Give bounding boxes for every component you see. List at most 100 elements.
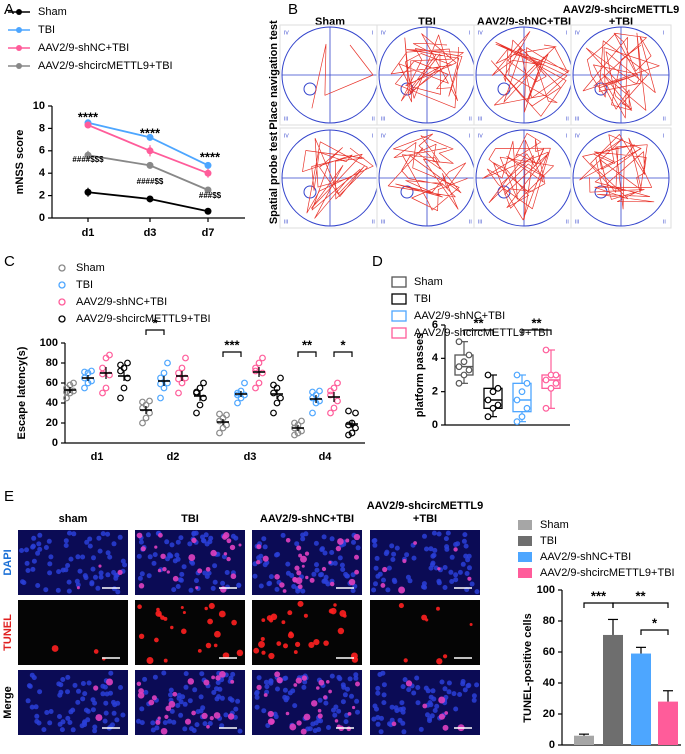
data-point [542,404,550,412]
tunel-cell [301,564,305,568]
nucleus [418,726,424,732]
nucleus [217,686,223,692]
data-point [259,369,266,377]
tunel-cell [138,583,145,589]
nucleus [138,539,144,545]
x-tick-label: d7 [202,227,215,239]
quadrant-label: IV [478,30,483,36]
data-point [298,417,305,425]
nucleus [202,721,208,727]
nucleus [381,682,387,688]
nucleus [151,560,157,566]
tunel-cell [201,712,208,720]
nucleus [460,681,466,687]
nucleus [198,694,204,700]
nucleus [442,585,448,590]
tunel-cell [106,678,113,686]
tunel-cell [348,578,356,586]
nucleus [390,557,396,562]
data-point [455,363,463,371]
nucleus [339,562,345,568]
nucleus [215,680,221,686]
y-tick-label: 8 [39,122,45,134]
nucleus [204,574,210,579]
tunel-cell [253,647,260,654]
nucleus [152,674,158,680]
nucleus [263,679,269,685]
data-point [309,388,316,396]
tunel-cell [136,681,142,687]
nucleus [375,690,381,696]
nucleus [219,723,225,729]
y-tick-label: 10 [33,100,45,112]
data-point [106,351,113,359]
tunel-cell [294,565,300,571]
data-point [327,409,334,417]
tunel-cell [195,586,199,590]
quadrant-label: I [469,133,470,139]
quadrant-label: II [663,219,666,225]
quadrant-label: III [478,219,482,225]
nucleus [72,682,78,688]
quadrant-label: IV [284,30,289,36]
nucleus [268,574,274,580]
legend-label: AAV2/9-shcircMETTL9+TBI [540,567,675,579]
data-point [160,369,168,377]
tunel-cell [391,721,397,727]
nucleus [181,564,187,570]
nucleus [46,538,52,544]
nucleus [98,570,104,576]
tunel-cell [95,714,103,722]
tunel-cell [76,586,80,590]
data-point [518,413,526,421]
sig-bracket [612,602,669,608]
y-tick-label: 6 [39,145,45,157]
nucleus [227,696,233,702]
data-point [352,409,359,417]
legend-label: TBI [38,24,55,36]
quadrant-label: I [372,30,373,36]
column-label: AAV2/9-shcircMETTL9 [367,500,484,512]
nucleus [302,679,308,685]
nucleus [340,567,346,572]
tunel-cell [208,602,215,610]
nucleus [65,563,71,568]
nucleus [76,688,81,694]
tunel-cell [188,554,196,562]
nucleus [105,572,111,578]
nucleus [167,718,173,724]
data-point [99,364,106,372]
tunel-cell [154,637,159,643]
nucleus [262,544,268,550]
y-axis-label: Escape latency(s) [16,346,28,439]
data-point [252,367,259,375]
nucleus [136,718,141,724]
nucleus [41,727,47,733]
nucleus [80,554,86,560]
data-point [484,413,492,421]
tunel-cell [222,652,230,659]
tunel-cell [382,566,388,573]
tunel-cell [438,696,446,704]
swim-track [582,32,660,119]
data-point [345,407,352,415]
nucleus [47,570,53,576]
tunel-cell [293,683,298,687]
nucleus [24,560,30,566]
tunel-cell [339,609,347,617]
tunel-cell [220,586,227,593]
quadrant-label: II [469,219,472,225]
data-point [182,354,189,362]
data-point [542,376,550,384]
row-label: DAPI [2,549,14,575]
nucleus [105,531,111,537]
nucleus [31,535,37,541]
data-point [465,366,473,374]
tunel-cell [308,641,315,648]
annotation: ###$$ [199,191,222,200]
nucleus [329,536,335,542]
tunel-cell [398,586,406,594]
nucleus [254,694,260,700]
data-point [175,389,182,397]
nucleus [187,698,193,704]
